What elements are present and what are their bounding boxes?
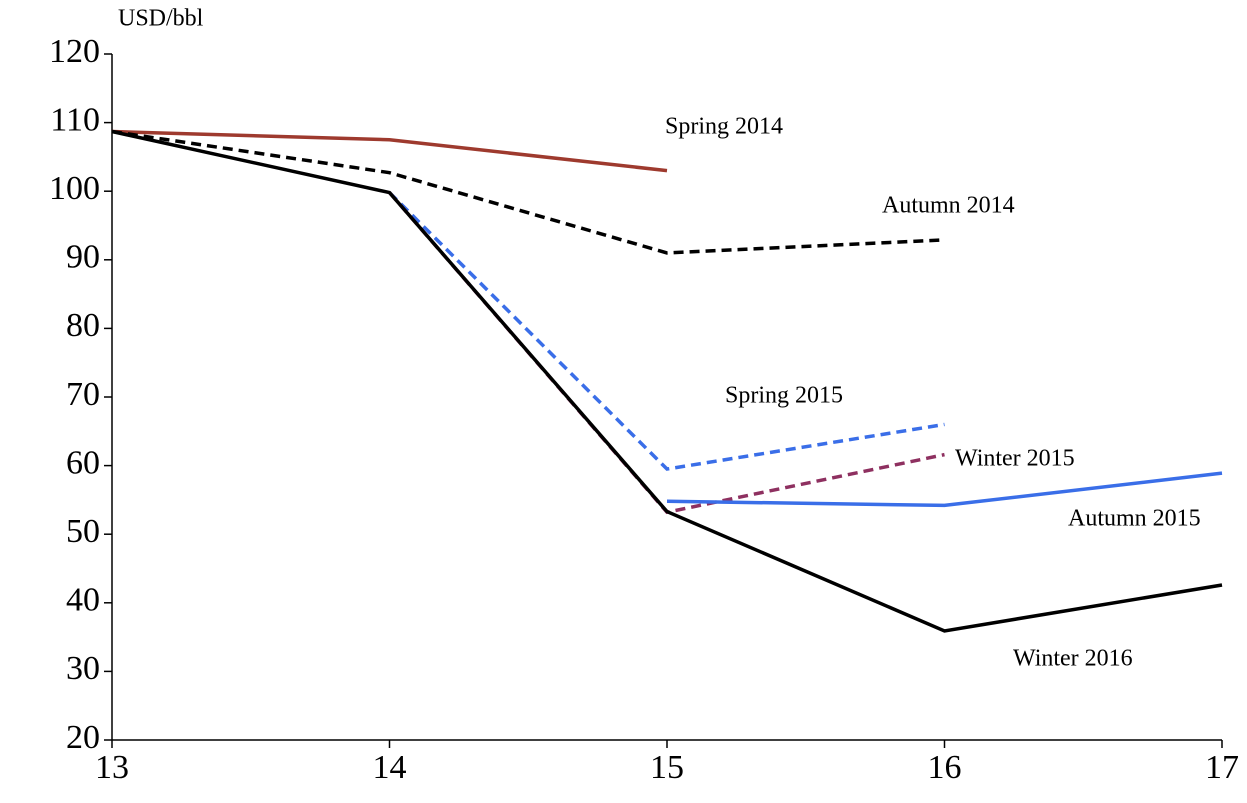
y-tick-label: 40 xyxy=(66,582,100,619)
series-line xyxy=(388,191,945,471)
y-tick-label: 70 xyxy=(66,376,100,413)
series-label: Winter 2015 xyxy=(955,446,1075,472)
x-tick-label: 13 xyxy=(95,749,129,786)
y-axis-label: USD/bbl xyxy=(118,6,204,32)
y-tick-label: 100 xyxy=(49,170,100,207)
y-tick-label: 90 xyxy=(66,239,100,276)
x-tick-label: 14 xyxy=(373,749,407,786)
x-tick-label: 16 xyxy=(928,749,962,786)
series-label: Spring 2014 xyxy=(665,114,783,140)
series-line xyxy=(111,129,668,173)
y-tick-label: 60 xyxy=(66,444,100,481)
y-tick-label: 50 xyxy=(66,513,100,550)
series-label: Autumn 2015 xyxy=(1068,506,1201,532)
series-line xyxy=(388,191,945,515)
series-line xyxy=(111,129,1223,633)
series-label: Winter 2016 xyxy=(1013,646,1133,672)
y-tick-label: 120 xyxy=(49,33,100,70)
x-tick-label: 15 xyxy=(650,749,684,786)
series-label: Autumn 2014 xyxy=(882,193,1015,219)
y-tick-label: 110 xyxy=(50,101,100,138)
series-label: Spring 2015 xyxy=(725,383,843,409)
y-tick-label: 20 xyxy=(66,719,100,756)
series-line xyxy=(111,129,945,255)
x-tick-label: 17 xyxy=(1205,749,1239,786)
y-tick-label: 30 xyxy=(66,650,100,687)
series-line xyxy=(666,471,1223,508)
y-tick-label: 80 xyxy=(66,307,100,344)
